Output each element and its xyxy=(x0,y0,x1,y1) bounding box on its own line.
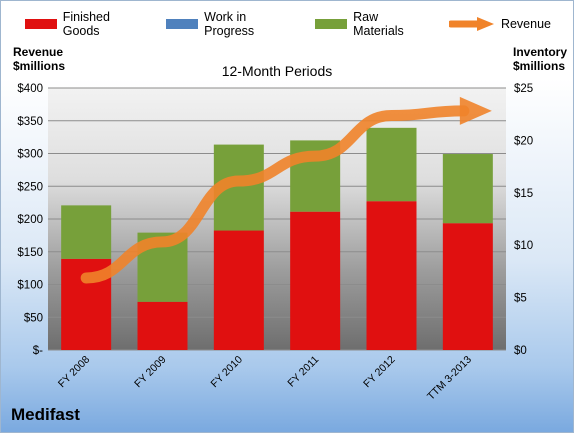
right-axis-title-line1: Inventory xyxy=(513,45,568,59)
legend-work-in-progress-label: Work in Progress xyxy=(204,10,255,38)
legend-revenue-label: Revenue xyxy=(500,17,551,31)
legend-work-in-progress: Work in Progress xyxy=(166,10,293,38)
bar-finished-goods xyxy=(213,230,264,350)
bar-finished-goods xyxy=(290,211,341,350)
right-axis-title: Inventory $millions xyxy=(513,45,567,73)
left-axis-tick-label: $- xyxy=(33,345,43,357)
x-axis-tick-label: FY 2009 xyxy=(132,354,169,391)
legend-raw-materials: Raw Materials xyxy=(315,10,427,38)
bar-raw-materials xyxy=(366,127,417,202)
x-axis-tick-label: FY 2012 xyxy=(361,354,398,391)
x-axis-tick-label: FY 2011 xyxy=(285,354,321,390)
left-axis-tick-label: $400 xyxy=(17,83,43,95)
left-axis-tick-label: $350 xyxy=(17,116,43,128)
company-name: Medifast xyxy=(11,405,80,424)
revenue-line xyxy=(80,105,470,284)
x-axis-tick-label: TTM 3-2013 xyxy=(425,354,474,403)
finished-goods-swatch xyxy=(25,19,57,29)
legend-raw-materials-label: Raw Materials xyxy=(353,10,404,38)
work-in-progress-swatch xyxy=(166,19,199,29)
bar-raw-materials xyxy=(442,154,493,224)
right-axis-tick-label: $15 xyxy=(514,188,533,200)
right-axis-tick-label: $20 xyxy=(514,135,533,147)
left-axis-tick-label: $200 xyxy=(17,214,43,226)
bar-finished-goods xyxy=(137,301,188,350)
left-axis-tick-label: $100 xyxy=(17,280,43,292)
legend-finished-goods: Finished Goods xyxy=(25,10,144,38)
left-axis-tick-label: $250 xyxy=(17,181,43,193)
left-axis-title-line1: Revenue xyxy=(13,45,64,59)
legend: Finished Goods Work in Progress Raw Mate… xyxy=(25,10,573,38)
raw-materials-swatch xyxy=(315,19,348,29)
right-axis-tick-label: $10 xyxy=(514,240,533,252)
x-axis-tick-label: FY 2008 xyxy=(56,354,93,391)
x-axis-tick-label: FY 2010 xyxy=(209,354,246,391)
revenue-arrow-icon xyxy=(448,17,494,31)
left-axis-tick-label: $150 xyxy=(17,247,43,259)
right-axis-title-line2: $millions xyxy=(513,59,566,73)
bar-finished-goods xyxy=(366,201,417,350)
revenue-arrowhead xyxy=(459,96,492,125)
left-axis-tick-label: $50 xyxy=(24,312,43,324)
left-axis-title: Revenue $millions xyxy=(13,45,65,73)
legend-finished-goods-label: Finished Goods xyxy=(62,10,110,38)
right-axis-tick-label: $5 xyxy=(514,293,527,305)
left-axis-title-line2: $millions xyxy=(13,59,66,73)
right-axis-tick-label: $0 xyxy=(514,345,527,357)
chart-subtitle: 12-Month Periods xyxy=(222,63,333,79)
right-axis-tick-label: $25 xyxy=(514,83,533,95)
legend-revenue: Revenue xyxy=(448,17,551,31)
bar-raw-materials xyxy=(61,205,112,259)
bar-finished-goods xyxy=(442,223,493,350)
left-axis-tick-label: $300 xyxy=(17,149,43,161)
